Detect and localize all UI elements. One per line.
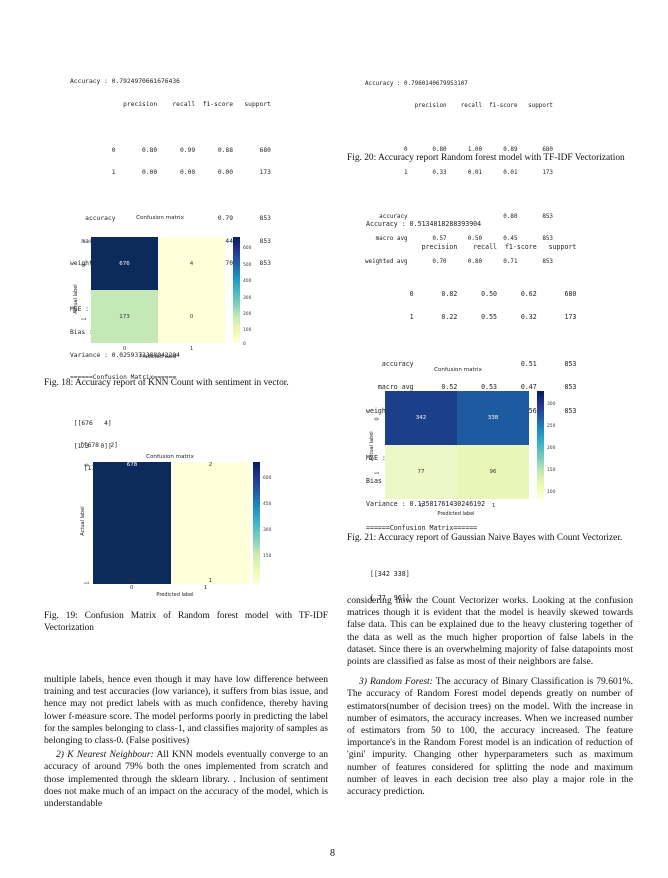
- fig21-class1-line: 1 0.22 0.55 0.32 173: [366, 314, 576, 322]
- fig21-cbar-tick-250: 250: [547, 424, 555, 429]
- fig21-ytick-1: 1: [375, 471, 381, 474]
- fig21-ytick-0: 0: [375, 417, 381, 420]
- fig18-blank-line: [70, 397, 271, 405]
- fig18-blank-line: [70, 192, 271, 200]
- fig18-xtick-0: 0: [123, 346, 126, 352]
- fig18-ytick-0: 0: [82, 263, 88, 266]
- fig21-header-line: precision recall f1-score support: [366, 244, 576, 252]
- knn-heading: 2) K Nearest Neighbour:: [56, 749, 154, 760]
- fig18-cm-title: Confusion matrix: [90, 215, 230, 221]
- fig21-cm-title: Confusion matrix: [388, 367, 528, 373]
- fig21-matrix-row0: [[342 338]: [366, 571, 576, 579]
- fig18-cell-00: 676: [91, 237, 158, 290]
- random-forest-text: The accuracy of Binary Classification is…: [347, 676, 633, 797]
- fig18-cbar-tick-400: 400: [243, 279, 251, 284]
- fig18-cell-11: 0: [158, 290, 225, 343]
- fig18-ytick-1: 1: [82, 317, 88, 320]
- fig21-cell-10: 77: [385, 445, 457, 499]
- fig18-cell-10: 173: [91, 290, 158, 343]
- right-column-text: considering how the Count Vectorizer wor…: [347, 595, 633, 798]
- fig19-cbar-tick-150: 150: [263, 554, 271, 559]
- fig21-cbar-tick-200: 200: [547, 446, 555, 451]
- fig19-colorbar: [253, 462, 260, 584]
- random-forest-heading: 3) Random Forest:: [359, 676, 433, 687]
- fig18-cell-01: 4: [158, 237, 225, 290]
- fig19-cm-title: Confusion matrix: [100, 454, 240, 460]
- fig20-caption: Fig. 20: Accuracy report Random forest m…: [347, 153, 633, 165]
- fig21-xtick-0: 0: [420, 503, 423, 509]
- fig21-cbar-tick-300: 300: [547, 402, 555, 407]
- fig19-xtick-1: 1: [204, 585, 207, 591]
- right-para-2: 3) Random Forest: The accuracy of Binary…: [347, 676, 633, 798]
- fig19-matrix-row0: [[678 2]: [80, 442, 122, 450]
- fig21-xtick-1: 1: [492, 503, 495, 509]
- fig19-heatmap: 678 2 172 1: [93, 462, 250, 584]
- left-column-text: multiple labels, hence even though it ma…: [44, 674, 328, 810]
- fig18-class1-line: 1 0.00 0.00 0.00 173: [70, 169, 271, 177]
- fig18-cbar-tick-100: 100: [243, 328, 251, 333]
- fig18-class0-line: 0 0.80 0.99 0.88 680: [70, 147, 271, 155]
- fig19-ytick-1: 1: [85, 581, 91, 584]
- fig20-accuracy-line: Accuracy : 0.7960140679953107: [365, 81, 553, 88]
- fig19-caption: Fig. 19: Confusion Matrix of Random fore…: [44, 611, 328, 634]
- fig18-xlabel: Predicted label: [128, 354, 188, 360]
- fig20-blank-line: [365, 125, 553, 132]
- fig21-ylabel: Actual label: [369, 426, 375, 466]
- fig21-xlabel: Predicted label: [426, 511, 486, 517]
- fig21-variance-line: Variance : 0.13581761430246192: [366, 501, 576, 509]
- fig21-cell-01: 338: [457, 391, 529, 445]
- fig20-header-line: precision recall f1-score support: [365, 103, 553, 110]
- fig19-ylabel: Actual label: [80, 501, 86, 541]
- left-para-2: 2) K Nearest Neighbour: All KNN models e…: [44, 749, 328, 810]
- fig18-cbar-tick-0: 0: [243, 342, 246, 347]
- fig18-xtick-1: 1: [190, 346, 193, 352]
- fig18-cbar-tick-500: 500: [243, 263, 251, 268]
- fig21-heatmap: 342 338 77 96: [385, 391, 529, 499]
- fig21-colorbar: [537, 391, 544, 499]
- fig19-ytick-0: 0: [85, 463, 91, 466]
- fig19-xlabel: Predicted label: [145, 592, 205, 598]
- right-para-1: considering how the Count Vectorizer wor…: [347, 595, 633, 668]
- fig18-accuracy-line: Accuracy : 0.7924970661676436: [70, 78, 271, 86]
- fig21-cell-00: 342: [385, 391, 457, 445]
- fig21-class0-line: 0 0.82 0.50 0.62 680: [366, 291, 576, 299]
- fig18-cbar-tick-600: 600: [243, 246, 251, 251]
- fig21-cm-header-line: ======Confusion Matrix======: [366, 525, 576, 533]
- fig18-cbar-tick-200: 200: [243, 312, 251, 317]
- fig18-colorbar: [233, 237, 240, 343]
- fig18-caption: Fig. 18: Accuracy report of KNN Count wi…: [44, 378, 328, 390]
- fig21-caption: Fig. 21: Accuracy report of Gaussian Nai…: [347, 533, 633, 545]
- fig20-class1-line: 1 0.33 0.01 0.01 173: [365, 170, 553, 177]
- fig21-accuracy-line: Accuracy : 0.5134818288393904: [366, 221, 576, 229]
- fig19-cell-11: 1: [171, 577, 250, 585]
- fig19-cell-01: 2: [171, 462, 250, 584]
- fig21-cell-11: 96: [457, 445, 529, 499]
- fig21-blank-line: [366, 267, 576, 275]
- fig20-blank-line: [365, 192, 553, 199]
- fig19-cbar-tick-600: 600: [263, 476, 271, 481]
- fig21-cbar-tick-100: 100: [547, 490, 555, 495]
- fig19-cell-00: 678: [93, 462, 171, 584]
- fig18-ylabel: Actual label: [73, 279, 79, 319]
- fig19-xtick-0: 0: [130, 585, 133, 591]
- fig18-heatmap: 676 4 173 0: [91, 237, 225, 343]
- fig21-blank-line: [366, 338, 576, 346]
- fig19-cbar-tick-300: 300: [263, 528, 271, 533]
- fig19-cell-10: 172: [93, 577, 171, 585]
- page-number: 8: [330, 848, 335, 859]
- fig18-header-line: precision recall f1-score support: [70, 101, 271, 109]
- fig21-blank-line: [366, 548, 576, 556]
- fig19-cbar-tick-450: 450: [263, 502, 271, 507]
- left-para-1: multiple labels, hence even though it ma…: [44, 674, 328, 747]
- fig18-blank-line: [70, 124, 271, 132]
- fig18-cbar-tick-300: 300: [243, 296, 251, 301]
- fig21-cbar-tick-150: 150: [547, 468, 555, 473]
